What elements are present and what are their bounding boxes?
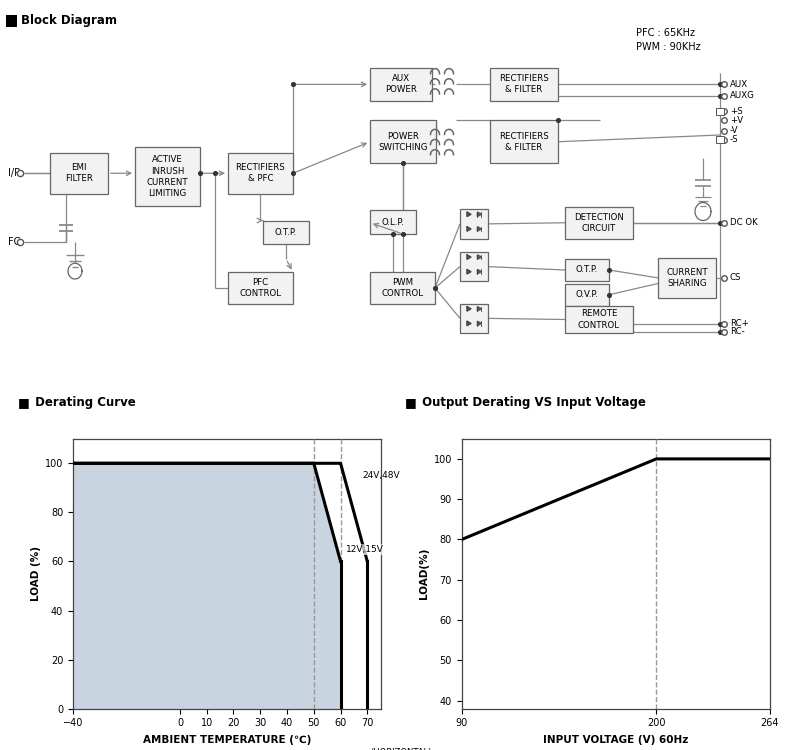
Text: PFC : 65KHz: PFC : 65KHz [636,28,695,38]
Bar [565,259,609,281]
Text: 12V,15V: 12V,15V [346,545,384,554]
Polygon shape [477,226,481,231]
Text: FG: FG [8,237,21,247]
Bar [370,120,436,164]
Text: AUX
POWER: AUX POWER [385,74,417,94]
Bar [565,284,609,306]
Text: Block Diagram: Block Diagram [21,14,117,27]
Text: I/P: I/P [8,168,20,178]
Text: PWM
CONTROL: PWM CONTROL [382,278,424,298]
Text: CS: CS [730,274,741,283]
Text: ■: ■ [18,396,30,409]
Text: PWM : 90KHz: PWM : 90KHz [636,41,701,52]
Polygon shape [477,307,481,311]
Bar [460,304,488,333]
Text: ACTIVE
INRUSH
CURRENT
LIMITING: ACTIVE INRUSH CURRENT LIMITING [147,155,188,198]
Bar [490,120,558,164]
Text: AUX: AUX [730,80,748,89]
Text: AUXG: AUXG [730,92,755,100]
Polygon shape [467,269,471,274]
Bar [370,68,432,101]
Text: O.T.P.: O.T.P. [275,228,297,237]
Text: (HORIZONTAL): (HORIZONTAL) [370,748,432,750]
Text: DC OK: DC OK [730,218,757,227]
Bar [565,306,633,333]
Text: Derating Curve: Derating Curve [31,396,135,409]
Text: RECTIFIERS
& FILTER: RECTIFIERS & FILTER [499,132,549,152]
Bar [228,153,293,194]
X-axis label: INPUT VOLTAGE (V) 60Hz: INPUT VOLTAGE (V) 60Hz [543,736,688,746]
Text: PFC
CONTROL: PFC CONTROL [240,278,282,298]
Bar [135,147,200,206]
Text: RC-: RC- [730,327,744,336]
Polygon shape [467,255,471,260]
Text: -S: -S [730,135,739,144]
Text: CURRENT
SHARING: CURRENT SHARING [666,268,708,288]
Polygon shape [467,226,471,231]
Y-axis label: LOAD(%): LOAD(%) [420,548,429,599]
Text: EMI
FILTER: EMI FILTER [65,164,93,183]
Bar [6,15,17,27]
Polygon shape [73,464,340,709]
Text: RC+: RC+ [730,320,749,328]
Bar [460,209,488,238]
Text: O.L.P.: O.L.P. [382,217,404,226]
Bar [370,272,435,304]
Polygon shape [477,321,481,326]
Text: +S: +S [730,107,743,116]
Bar [716,136,724,142]
X-axis label: AMBIENT TEMPERATURE (℃): AMBIENT TEMPERATURE (℃) [143,736,311,746]
Text: DETECTION
CIRCUIT: DETECTION CIRCUIT [574,213,624,232]
Bar [565,207,633,238]
Bar [228,272,293,304]
Bar [658,258,716,299]
Bar [370,210,416,234]
Text: +V: +V [730,116,743,124]
Bar [716,108,724,115]
Text: ■: ■ [405,396,417,409]
Polygon shape [467,212,471,217]
Text: O.V.P.: O.V.P. [576,290,599,299]
Text: 24V,48V: 24V,48V [362,471,399,480]
Text: POWER
SWITCHING: POWER SWITCHING [378,132,428,152]
Bar [263,220,309,245]
Polygon shape [467,307,471,311]
Text: RECTIFIERS
& FILTER: RECTIFIERS & FILTER [499,74,549,94]
Text: Output Derating VS Input Voltage: Output Derating VS Input Voltage [418,396,646,409]
Polygon shape [477,269,481,274]
Text: REMOTE
CONTROL: REMOTE CONTROL [578,310,620,329]
Text: O.T.P.: O.T.P. [576,266,598,274]
Y-axis label: LOAD (%): LOAD (%) [31,546,40,602]
Text: RECTIFIERS
& PFC: RECTIFIERS & PFC [236,164,285,183]
Polygon shape [477,212,481,217]
Bar [460,252,488,281]
Polygon shape [477,255,481,260]
Polygon shape [467,321,471,326]
Text: -V: -V [730,126,739,135]
Bar [490,68,558,101]
Bar [50,153,108,194]
